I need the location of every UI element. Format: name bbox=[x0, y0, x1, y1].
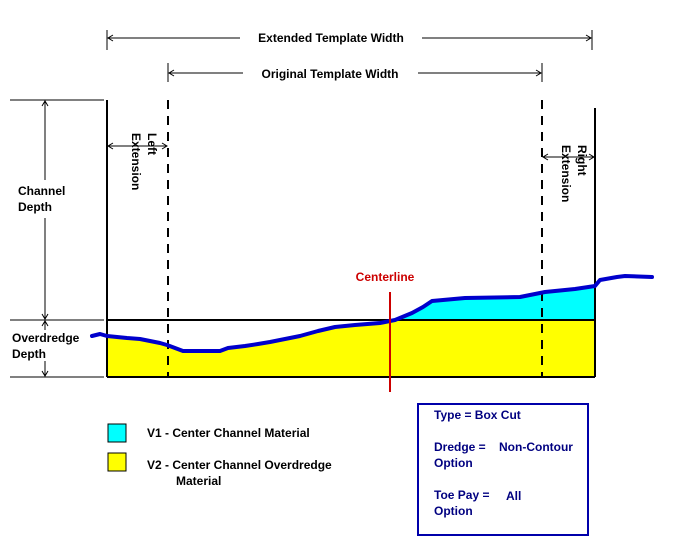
info-dredge-key: Dredge = bbox=[434, 440, 486, 454]
existing-bottom-profile-line bbox=[90, 274, 654, 353]
channel-depth-label: Channel Depth bbox=[18, 184, 69, 214]
original-template-width-dimension bbox=[167, 63, 543, 82]
v2-legend-swatch bbox=[107, 452, 127, 472]
info-dredge-option: Option bbox=[434, 456, 473, 470]
info-type: Type = Box Cut bbox=[434, 408, 521, 422]
info-box-text: Type = Box Cut Dredge = Non-Contour Opti… bbox=[434, 408, 573, 518]
original-template-width-label: Original Template Width bbox=[261, 67, 398, 81]
info-toe-option: Option bbox=[434, 504, 473, 518]
info-toe-value: All bbox=[506, 489, 521, 503]
right-extension-dimension bbox=[542, 153, 595, 161]
v1-center-channel-material-area bbox=[395, 286, 595, 320]
v1-legend-swatch bbox=[107, 423, 127, 443]
v2-legend-label: V2 - Center Channel Overdredge Material bbox=[147, 458, 335, 488]
v2-overdredge-material-area bbox=[107, 320, 595, 377]
overdredge-depth-label: Overdredge Depth bbox=[12, 331, 83, 361]
extended-template-width-label: Extended Template Width bbox=[258, 31, 404, 45]
extended-template-width-dimension bbox=[106, 30, 593, 50]
right-extension-label: Right Extension bbox=[559, 145, 589, 202]
channel-depth-dimension bbox=[10, 99, 104, 320]
centerline-label: Centerline bbox=[356, 270, 415, 284]
left-extension-dimension bbox=[107, 142, 168, 150]
info-dredge-value: Non-Contour bbox=[499, 440, 573, 454]
info-toe-key: Toe Pay = bbox=[434, 488, 489, 502]
overdredge-depth-dimension bbox=[10, 319, 104, 378]
left-extension-label: Left Extension bbox=[129, 133, 159, 190]
v1-legend-label: V1 - Center Channel Material bbox=[147, 426, 310, 440]
info-box bbox=[417, 403, 589, 536]
